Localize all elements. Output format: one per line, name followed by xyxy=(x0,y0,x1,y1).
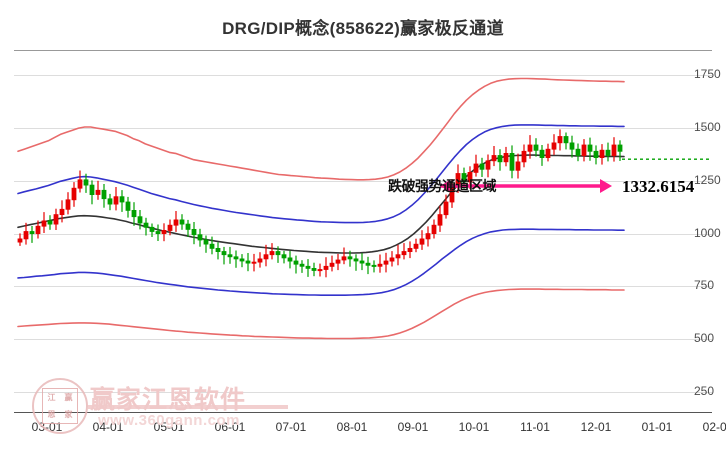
y-axis-label: 1500 xyxy=(694,120,721,135)
y-axis-label: 1250 xyxy=(694,172,721,187)
x-axis-label: 09-01 xyxy=(397,420,429,434)
chart-canvas xyxy=(14,50,712,413)
x-axis-label: 12-01 xyxy=(580,420,612,434)
x-axis-label: 11-01 xyxy=(520,420,550,434)
y-axis-label: 750 xyxy=(694,278,715,293)
x-axis-label: 01-01 xyxy=(641,420,673,434)
y-axis-label: 250 xyxy=(694,383,715,398)
y-axis-label: 1750 xyxy=(694,67,721,82)
x-axis-label: 06-01 xyxy=(214,420,246,434)
x-axis-label: 10-01 xyxy=(458,420,490,434)
current-price-label: 1332.6154 xyxy=(622,177,695,196)
x-axis-label: 08-01 xyxy=(336,420,368,434)
y-axis-label: 500 xyxy=(694,331,715,346)
page-title: DRG/DIP概念(858622)赢家极反通道 xyxy=(222,19,504,38)
chart-plot-area[interactable] xyxy=(14,50,712,413)
x-axis-label: 02-01 xyxy=(702,420,726,434)
channel-break-annotation: 跌破强势通道区域 xyxy=(388,178,497,194)
x-axis-label: 05-01 xyxy=(153,420,185,434)
x-axis-label: 04-01 xyxy=(92,420,124,434)
y-axis-label: 1000 xyxy=(694,225,721,240)
x-axis-label: 07-01 xyxy=(275,420,307,434)
x-axis-label: 03-01 xyxy=(31,420,63,434)
